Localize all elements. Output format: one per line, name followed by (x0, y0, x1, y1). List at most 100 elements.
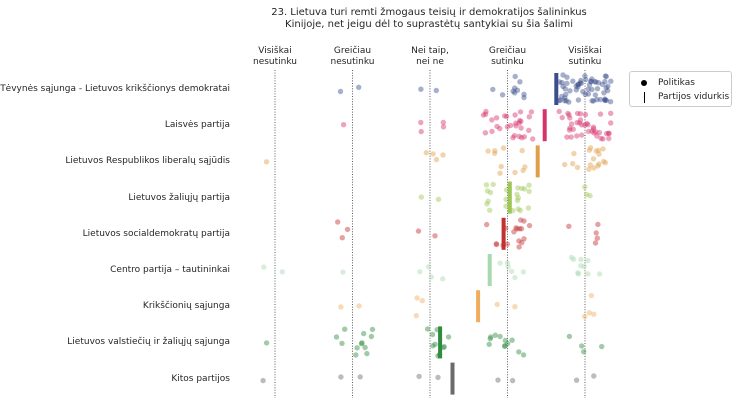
politician-dot (530, 136, 536, 142)
politician-dot (338, 374, 344, 380)
politician-dot (492, 150, 498, 156)
politician-dot (567, 115, 573, 121)
chart-title-line-1: 23. Lietuva turi remti žmogaus teisių ir… (271, 7, 587, 18)
legend: Politikas Partijos vidurkis (629, 71, 732, 107)
politician-dot (500, 145, 507, 151)
party-mean-bar (554, 73, 559, 105)
politician-dot (504, 124, 511, 130)
party-label: Tėvynės sąjunga - Lietuvos krikščionys d… (0, 84, 230, 94)
politician-dot (503, 203, 509, 209)
politician-dot (575, 84, 581, 90)
politician-dot (587, 162, 594, 168)
scale-label: Nei taip, nei ne (390, 46, 470, 68)
politician-dot (484, 221, 490, 228)
politician-dot (497, 333, 503, 340)
politician-dot (521, 91, 527, 98)
politician-dot (512, 304, 518, 310)
politician-dot (517, 79, 523, 85)
politician-dot (333, 334, 340, 340)
politician-dot (518, 135, 525, 141)
scale-label-line: nesutinku (330, 57, 375, 67)
politician-dot (512, 112, 518, 118)
politician-dot (577, 117, 584, 123)
politician-dot (603, 85, 609, 91)
politician-dot (586, 82, 593, 88)
politician-dot (517, 207, 523, 214)
politician-dot (512, 274, 518, 281)
politician-dot (574, 164, 581, 171)
politician-dot (606, 135, 612, 142)
politician-dot (608, 78, 614, 84)
politician-dot (517, 117, 523, 124)
politician-dot (602, 73, 609, 79)
politician-dot (587, 145, 594, 151)
politician-dot (440, 276, 446, 282)
politician-dot (489, 128, 495, 135)
politician-dot (368, 333, 375, 340)
politician-dot (362, 344, 368, 351)
politician-dot (585, 257, 591, 264)
politician-dot (528, 109, 535, 115)
legend-label-party-mean: Partijos vidurkis (658, 92, 730, 102)
politician-dot (518, 217, 524, 223)
politician-dot (445, 334, 452, 340)
politician-dot (566, 127, 573, 133)
politician-dot (440, 344, 447, 351)
party-label: Laisvės partija (164, 120, 230, 131)
politician-dot (581, 349, 587, 355)
politician-dot (564, 74, 570, 80)
politician-dot (581, 263, 587, 270)
politician-dot (512, 73, 518, 80)
scale-label-line: nei ne (416, 57, 444, 67)
politician-dot (584, 120, 590, 127)
politician-dot (419, 298, 425, 304)
politician-dot (432, 233, 438, 239)
politician-dot (433, 156, 440, 163)
politician-dot (512, 90, 518, 96)
politician-dot (425, 264, 432, 270)
politician-dot (489, 117, 495, 123)
politician-dot (516, 133, 522, 139)
politician-dot (565, 110, 571, 117)
politician-dot (575, 81, 582, 88)
politician-dot (344, 226, 351, 233)
politician-dot (497, 260, 503, 266)
politician-dot (594, 133, 600, 139)
politician-dot (418, 128, 424, 135)
politician-dot (526, 188, 532, 195)
politician-dot (589, 86, 595, 93)
politician-dot (602, 97, 608, 103)
politician-dot (515, 195, 521, 201)
politician-dot (493, 241, 500, 248)
politician-dot (414, 295, 420, 301)
party-mean-bar (438, 326, 443, 359)
politician-dot (573, 377, 580, 383)
politician-dot (487, 189, 494, 196)
politician-dot (595, 221, 601, 228)
politician-dot (586, 147, 593, 153)
politician-dot (602, 160, 608, 166)
politician-dot (562, 98, 568, 104)
politician-dot (589, 128, 595, 134)
politician-dot (606, 130, 612, 136)
scale-label: Visiškai nesutinku (235, 46, 315, 68)
politician-dot (590, 124, 597, 130)
politician-dot (504, 241, 511, 247)
politician-dot (432, 341, 438, 347)
chart-title-line-2: Kinijoje, net jeigu dėl to suprastėtų sa… (285, 19, 573, 30)
politician-dot (504, 260, 511, 266)
politician-dot (520, 269, 527, 275)
party-mean-bar (450, 362, 455, 395)
politician-dot (514, 197, 521, 204)
dot-marker-icon (641, 80, 647, 86)
politician-dot (582, 111, 589, 118)
politician-dot (559, 80, 565, 86)
politician-dot (497, 125, 503, 132)
scale-label-line: nesutinku (252, 57, 297, 67)
party-mean-bar (476, 290, 481, 323)
party-mean-bar (507, 181, 512, 214)
politician-dot (600, 136, 606, 142)
politician-dot (596, 271, 603, 277)
politician-dot (513, 225, 519, 231)
politician-dot (562, 161, 568, 168)
